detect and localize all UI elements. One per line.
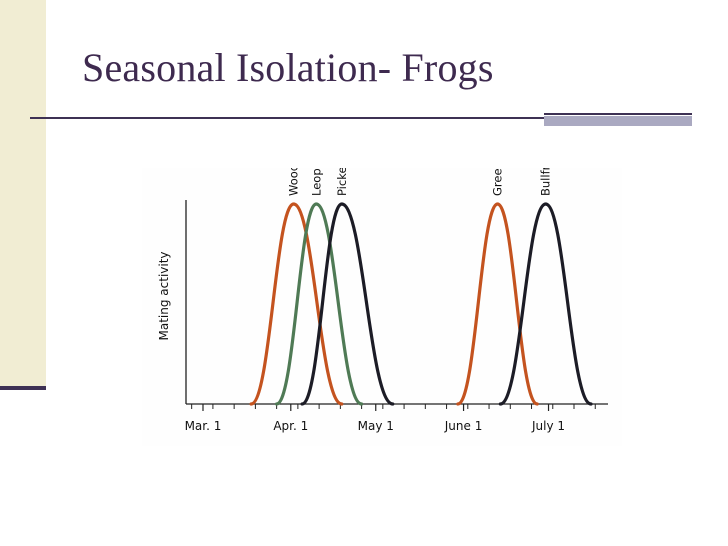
title-rule-accent — [544, 116, 692, 126]
series-label: Wood frog — [287, 168, 301, 196]
series-label: Leopard frog — [309, 168, 323, 196]
chart-svg: Mar. 1 Apr. 1 May 1 June 1 July 1 Wood frog Le… — [142, 168, 622, 446]
y-axis-label: Mating activity — [157, 251, 171, 340]
x-tick-label: July 1 — [531, 419, 565, 433]
title-rule — [30, 117, 544, 119]
left-decor-line — [0, 386, 46, 390]
series-curve — [300, 202, 395, 406]
x-tick-label: June 1 — [444, 419, 483, 433]
x-tick-label: Apr. 1 — [273, 419, 308, 433]
series-curve — [498, 202, 593, 406]
series-curve — [275, 202, 364, 406]
series-label: Green frog — [491, 168, 505, 196]
title-rule-accent-line — [544, 113, 692, 115]
x-tick-label: Mar. 1 — [185, 419, 222, 433]
series-label: Bullfrog — [539, 168, 553, 196]
series-curve — [249, 202, 344, 406]
series-curve — [456, 202, 539, 406]
left-decor-bar — [0, 0, 46, 390]
x-tick-label: May 1 — [358, 419, 394, 433]
slide-title: Seasonal Isolation- Frogs — [82, 45, 494, 90]
series-label: Pickerel frog — [335, 168, 349, 196]
mating-activity-chart: Mar. 1 Apr. 1 May 1 June 1 July 1 Wood frog Le… — [142, 168, 622, 446]
chart-background — [142, 168, 622, 446]
